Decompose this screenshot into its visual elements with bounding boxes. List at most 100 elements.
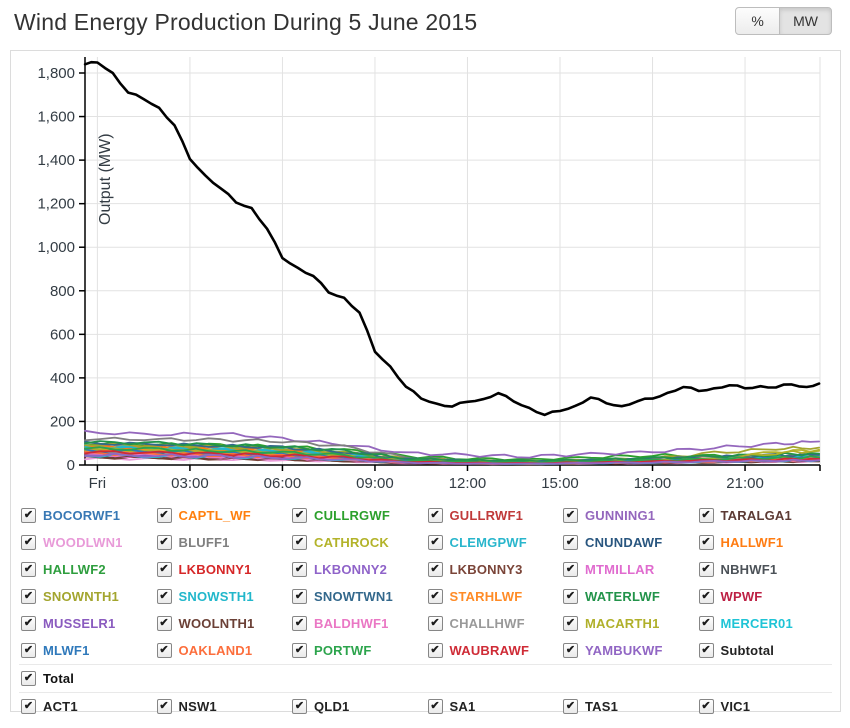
legend: BOCORWF1 CAPTL_WF CULLRGWF GULLRWF1 GUNNING1… — [11, 500, 840, 720]
legend-item-snowtwn1[interactable]: SNOWTWN1 — [290, 583, 426, 610]
hallwf1-checkbox-checked-icon[interactable] — [698, 535, 714, 550]
legend-item-cnundawf[interactable]: CNUNDAWF — [561, 529, 697, 556]
vic1-checkbox-checked-icon[interactable] — [698, 699, 714, 714]
snowtwn1-checkbox-checked-icon[interactable] — [292, 589, 307, 604]
cathrock-checkbox-checked-icon[interactable] — [292, 535, 307, 550]
snownth1-checkbox-checked-icon[interactable] — [21, 589, 36, 604]
legend-item-act1[interactable]: ACT1 — [19, 693, 155, 720]
legend-item-snowsth1[interactable]: SNOWSTH1 — [155, 583, 291, 610]
lkbonny1-checkbox-checked-icon[interactable] — [156, 562, 172, 577]
tas1-checkbox-checked-icon[interactable] — [563, 699, 578, 714]
legend-item-oakland1[interactable]: OAKLAND1 — [155, 637, 291, 664]
legend-item-woolnth1[interactable]: WOOLNTH1 — [155, 610, 291, 637]
lkbonny3-checkbox-checked-icon[interactable] — [427, 562, 443, 577]
legend-item-sa1[interactable]: SA1 — [426, 693, 562, 720]
legend-item-captl-wf[interactable]: CAPTL_WF — [155, 502, 291, 529]
nsw1-checkbox-checked-icon[interactable] — [156, 699, 172, 714]
legend-item-snownth1[interactable]: SNOWNTH1 — [19, 583, 155, 610]
legend-label: SNOWSTH1 — [178, 589, 254, 604]
waubrawf-checkbox-checked-icon[interactable] — [427, 643, 443, 658]
gunning1-checkbox-checked-icon[interactable] — [563, 508, 578, 523]
legend-item-macarth1[interactable]: MACARTH1 — [561, 610, 697, 637]
legend-item-waubrawf[interactable]: WAUBRAWF — [426, 637, 562, 664]
mtmillar-checkbox-checked-icon[interactable] — [563, 562, 578, 577]
legend-item-subtotal[interactable]: Subtotal — [697, 637, 833, 664]
legend-item-bocorwf1[interactable]: BOCORWF1 — [19, 502, 155, 529]
cnundawf-checkbox-checked-icon[interactable] — [563, 535, 578, 550]
bluff1-checkbox-checked-icon[interactable] — [156, 535, 172, 550]
legend-item-nsw1[interactable]: NSW1 — [155, 693, 291, 720]
legend-label: BLUFF1 — [178, 535, 230, 550]
legend-item-challhwf[interactable]: CHALLHWF — [426, 610, 562, 637]
woolnth1-checkbox-checked-icon[interactable] — [156, 616, 172, 631]
qld1-checkbox-checked-icon[interactable] — [292, 699, 307, 714]
legend-item-musselr1[interactable]: MUSSELR1 — [19, 610, 155, 637]
yambukwf-checkbox-checked-icon[interactable] — [563, 643, 578, 658]
legend-label: QLD1 — [314, 699, 350, 714]
total-checkbox-checked-icon[interactable] — [21, 671, 36, 686]
wpwf-checkbox-checked-icon[interactable] — [698, 589, 714, 604]
mw-unit-button[interactable]: MW — [779, 7, 832, 35]
legend-item-vic1[interactable]: VIC1 — [697, 693, 833, 720]
baldhwf1-checkbox-checked-icon[interactable] — [292, 616, 307, 631]
macarth1-checkbox-checked-icon[interactable] — [563, 616, 578, 631]
legend-item-lkbonny1[interactable]: LKBONNY1 — [155, 556, 291, 583]
cullrgwf-checkbox-checked-icon[interactable] — [292, 508, 307, 523]
page-title: Wind Energy Production During 5 June 201… — [14, 9, 478, 35]
legend-item-qld1[interactable]: QLD1 — [290, 693, 426, 720]
hallwf2-checkbox-checked-icon[interactable] — [21, 562, 36, 577]
legend-item-bluff1[interactable]: BLUFF1 — [155, 529, 291, 556]
percent-unit-button[interactable]: % — [735, 7, 781, 35]
mlwf1-checkbox-checked-icon[interactable] — [21, 643, 36, 658]
legend-item-hallwf2[interactable]: HALLWF2 — [19, 556, 155, 583]
subtotal-checkbox-checked-icon[interactable] — [698, 643, 714, 658]
legend-label: CATHROCK — [314, 535, 390, 550]
legend-item-taralga1[interactable]: TARALGA1 — [697, 502, 833, 529]
waterlwf-checkbox-checked-icon[interactable] — [563, 589, 578, 604]
legend-item-cathrock[interactable]: CATHROCK — [290, 529, 426, 556]
legend-total-row: Total — [19, 664, 832, 692]
legend-item-tas1[interactable]: TAS1 — [561, 693, 697, 720]
sa1-checkbox-checked-icon[interactable] — [427, 699, 443, 714]
legend-item-lkbonny3[interactable]: LKBONNY3 — [426, 556, 562, 583]
legend-item-lkbonny2[interactable]: LKBONNY2 — [290, 556, 426, 583]
oakland1-checkbox-checked-icon[interactable] — [156, 643, 172, 658]
legend-label: GULLRWF1 — [449, 508, 524, 523]
legend-item-portwf[interactable]: PORTWF — [290, 637, 426, 664]
nbhwf1-checkbox-checked-icon[interactable] — [698, 562, 714, 577]
legend-item-mlwf1[interactable]: MLWF1 — [19, 637, 155, 664]
mercer01-checkbox-checked-icon[interactable] — [698, 616, 714, 631]
snowsth1-checkbox-checked-icon[interactable] — [156, 589, 172, 604]
portwf-checkbox-checked-icon[interactable] — [292, 643, 307, 658]
captl-wf-checkbox-checked-icon[interactable] — [156, 508, 172, 523]
y-tick-label: 0 — [67, 457, 75, 474]
woodlwn1-checkbox-checked-icon[interactable] — [21, 535, 36, 550]
act1-checkbox-checked-icon[interactable] — [21, 699, 36, 714]
legend-item-hallwf1[interactable]: HALLWF1 — [697, 529, 833, 556]
challhwf-checkbox-checked-icon[interactable] — [427, 616, 443, 631]
legend-item-mtmillar[interactable]: MTMILLAR — [561, 556, 697, 583]
legend-item-nbhwf1[interactable]: NBHWF1 — [697, 556, 833, 583]
bocorwf1-checkbox-checked-icon[interactable] — [21, 508, 36, 523]
legend-item-waterlwf[interactable]: WATERLWF — [561, 583, 697, 610]
gullrwf1-checkbox-checked-icon[interactable] — [427, 508, 443, 523]
x-tick-label: Fri — [89, 475, 107, 492]
legend-label: MUSSELR1 — [43, 616, 116, 631]
legend-item-clemgpwf[interactable]: CLEMGPWF — [426, 529, 562, 556]
starhlwf-checkbox-checked-icon[interactable] — [427, 589, 443, 604]
legend-item-cullrgwf[interactable]: CULLRGWF — [290, 502, 426, 529]
legend-item-gunning1[interactable]: GUNNING1 — [561, 502, 697, 529]
legend-item-starhlwf[interactable]: STARHLWF — [426, 583, 562, 610]
lkbonny2-checkbox-checked-icon[interactable] — [292, 562, 307, 577]
legend-item-gullrwf1[interactable]: GULLRWF1 — [426, 502, 562, 529]
legend-item-baldhwf1[interactable]: BALDHWF1 — [290, 610, 426, 637]
legend-item-yambukwf[interactable]: YAMBUKWF — [561, 637, 697, 664]
legend-label: SA1 — [449, 699, 476, 714]
legend-item-mercer01[interactable]: MERCER01 — [697, 610, 833, 637]
clemgpwf-checkbox-checked-icon[interactable] — [427, 535, 443, 550]
taralga1-checkbox-checked-icon[interactable] — [698, 508, 714, 523]
musselr1-checkbox-checked-icon[interactable] — [21, 616, 36, 631]
legend-item-woodlwn1[interactable]: WOODLWN1 — [19, 529, 155, 556]
legend-item-wpwf[interactable]: WPWF — [697, 583, 833, 610]
legend-item-total[interactable]: Total — [19, 665, 832, 692]
